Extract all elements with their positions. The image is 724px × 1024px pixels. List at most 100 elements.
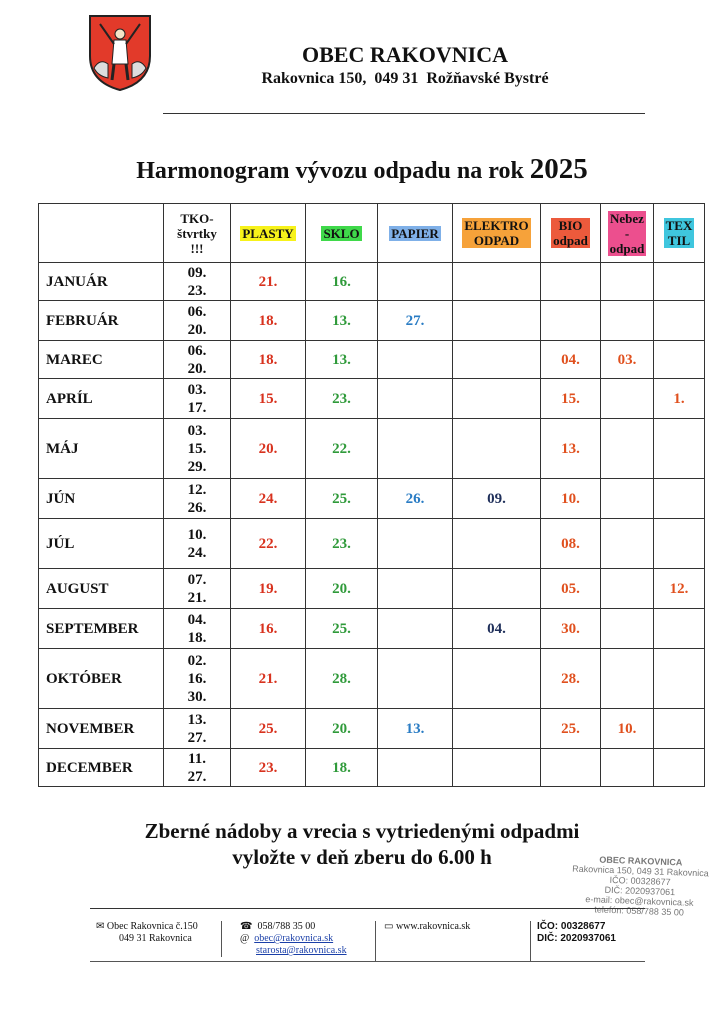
header-line: BIO xyxy=(558,218,583,233)
value-cell xyxy=(378,379,453,419)
day-label: 16. xyxy=(187,670,207,687)
address: Rakovnica 150, 049 31 Rožňavské Bystré xyxy=(261,70,549,87)
month-label: APRÍL xyxy=(46,390,93,407)
footer-address: ✉ Obec Rakovnica č.150 049 31 Rakovnica xyxy=(96,921,222,957)
day-label: 1. xyxy=(673,390,685,407)
day-label: 04. xyxy=(487,620,506,637)
footer-text[interactable]: www.rakovnica.sk xyxy=(395,921,471,932)
value-cell: 03. xyxy=(601,341,654,379)
month-cell: JÚN xyxy=(39,479,164,519)
day-label: 27. xyxy=(187,729,207,746)
value-cell xyxy=(378,341,453,379)
header-cell xyxy=(39,204,164,263)
value-cell xyxy=(378,649,453,709)
day-label: 25. xyxy=(561,720,580,737)
day-label: 29. xyxy=(187,458,207,475)
notice-line: vyložte v deň zberu do 6.00 h xyxy=(232,845,492,869)
email-link[interactable]: starosta@rakovnica.sk xyxy=(256,945,347,956)
value-cell xyxy=(654,649,705,709)
day-label: 24. xyxy=(258,490,278,507)
value-cell: 1. xyxy=(654,379,705,419)
day-label: 17. xyxy=(187,399,207,416)
header-line: ODPAD xyxy=(473,233,520,248)
value-cell: 10. xyxy=(601,709,654,749)
value-cell xyxy=(601,519,654,569)
value-cell: 13. xyxy=(306,301,378,341)
header-cell: SKLO xyxy=(306,204,378,263)
value-cell xyxy=(654,519,705,569)
value-cell: 19. xyxy=(231,569,306,609)
value-cell: 13. 27. xyxy=(164,709,231,749)
day-label: 24. xyxy=(187,544,207,561)
header-line: PLASTY xyxy=(242,225,294,241)
value-cell xyxy=(453,749,541,787)
value-cell xyxy=(541,749,601,787)
day-label: 13. xyxy=(332,312,351,329)
email-link[interactable]: obec@rakovnica.sk xyxy=(254,933,334,944)
header-cell: PLASTY xyxy=(231,204,306,263)
day-label: 06. xyxy=(187,303,207,320)
value-cell xyxy=(453,301,541,341)
month-label: DECEMBER xyxy=(46,759,133,776)
value-cell: 03. 17. xyxy=(164,379,231,419)
day-label: 23. xyxy=(258,759,278,776)
value-cell xyxy=(654,301,705,341)
value-cell: 11. 27. xyxy=(164,749,231,787)
value-cell: 23. xyxy=(306,519,378,569)
day-label: 11. xyxy=(188,750,206,767)
header-line: TEX xyxy=(665,218,693,233)
day-label: 30. xyxy=(561,620,580,637)
day-label: 21. xyxy=(187,589,207,606)
footer: ✉ Obec Rakovnica č.150 049 31 Rakovnica … xyxy=(90,908,645,962)
month-label: AUGUST xyxy=(46,580,109,597)
value-cell xyxy=(378,419,453,479)
value-cell xyxy=(654,479,705,519)
day-label: 19. xyxy=(258,580,278,597)
value-cell: 20. xyxy=(306,569,378,609)
header-line: TIL xyxy=(667,233,691,248)
value-cell: 25. xyxy=(306,609,378,649)
value-cell xyxy=(601,379,654,419)
value-cell xyxy=(453,709,541,749)
value-cell: 09. xyxy=(453,479,541,519)
value-cell: 06. 20. xyxy=(164,341,231,379)
header-rule xyxy=(163,113,645,114)
day-label: 03. xyxy=(187,422,207,439)
value-cell: 02. 16. 30. xyxy=(164,649,231,709)
day-label: 15. xyxy=(258,390,278,407)
value-cell: 27. xyxy=(378,301,453,341)
value-cell: 04. 18. xyxy=(164,609,231,649)
day-label: 20. xyxy=(258,440,278,457)
day-label: 02. xyxy=(187,652,207,669)
day-label: 04. xyxy=(187,611,207,628)
day-label: 26. xyxy=(187,499,207,516)
municipality-name: OBEC RAKOVNICA xyxy=(302,42,508,67)
month-label: JÚN xyxy=(46,490,76,507)
header-line: ELEKTRO xyxy=(464,218,529,233)
month-label: MÁJ xyxy=(46,440,79,457)
month-cell: APRÍL xyxy=(39,379,164,419)
title-text: Harmonogram vývozu odpadu na rok xyxy=(136,158,524,184)
footer-text: Obec Rakovnica č.150 xyxy=(106,921,198,932)
value-cell: 16. xyxy=(306,263,378,301)
day-label: 20. xyxy=(332,580,351,597)
value-cell xyxy=(541,301,601,341)
value-cell: 18. xyxy=(231,341,306,379)
value-cell: 22. xyxy=(306,419,378,479)
header-line: odpad xyxy=(609,240,645,256)
month-label: SEPTEMBER xyxy=(46,620,139,637)
footer-ids: IČO: 00328677 DIČ: 2020937061 xyxy=(537,921,616,945)
value-cell: 22. xyxy=(231,519,306,569)
value-cell xyxy=(601,609,654,649)
value-cell: 25. xyxy=(306,479,378,519)
header-line: !!! xyxy=(190,240,204,256)
value-cell xyxy=(378,263,453,301)
day-label: 06. xyxy=(187,342,207,359)
notice-line: Zberné nádoby a vrecia s vytriedenými od… xyxy=(144,819,580,843)
value-cell xyxy=(601,649,654,709)
day-label: 20. xyxy=(187,321,207,338)
value-cell xyxy=(453,569,541,609)
value-cell: 18. xyxy=(231,301,306,341)
footer-text: 049 31 Rakovnica xyxy=(119,933,192,944)
notice: Zberné nádoby a vrecia s vytriedenými od… xyxy=(0,818,724,870)
